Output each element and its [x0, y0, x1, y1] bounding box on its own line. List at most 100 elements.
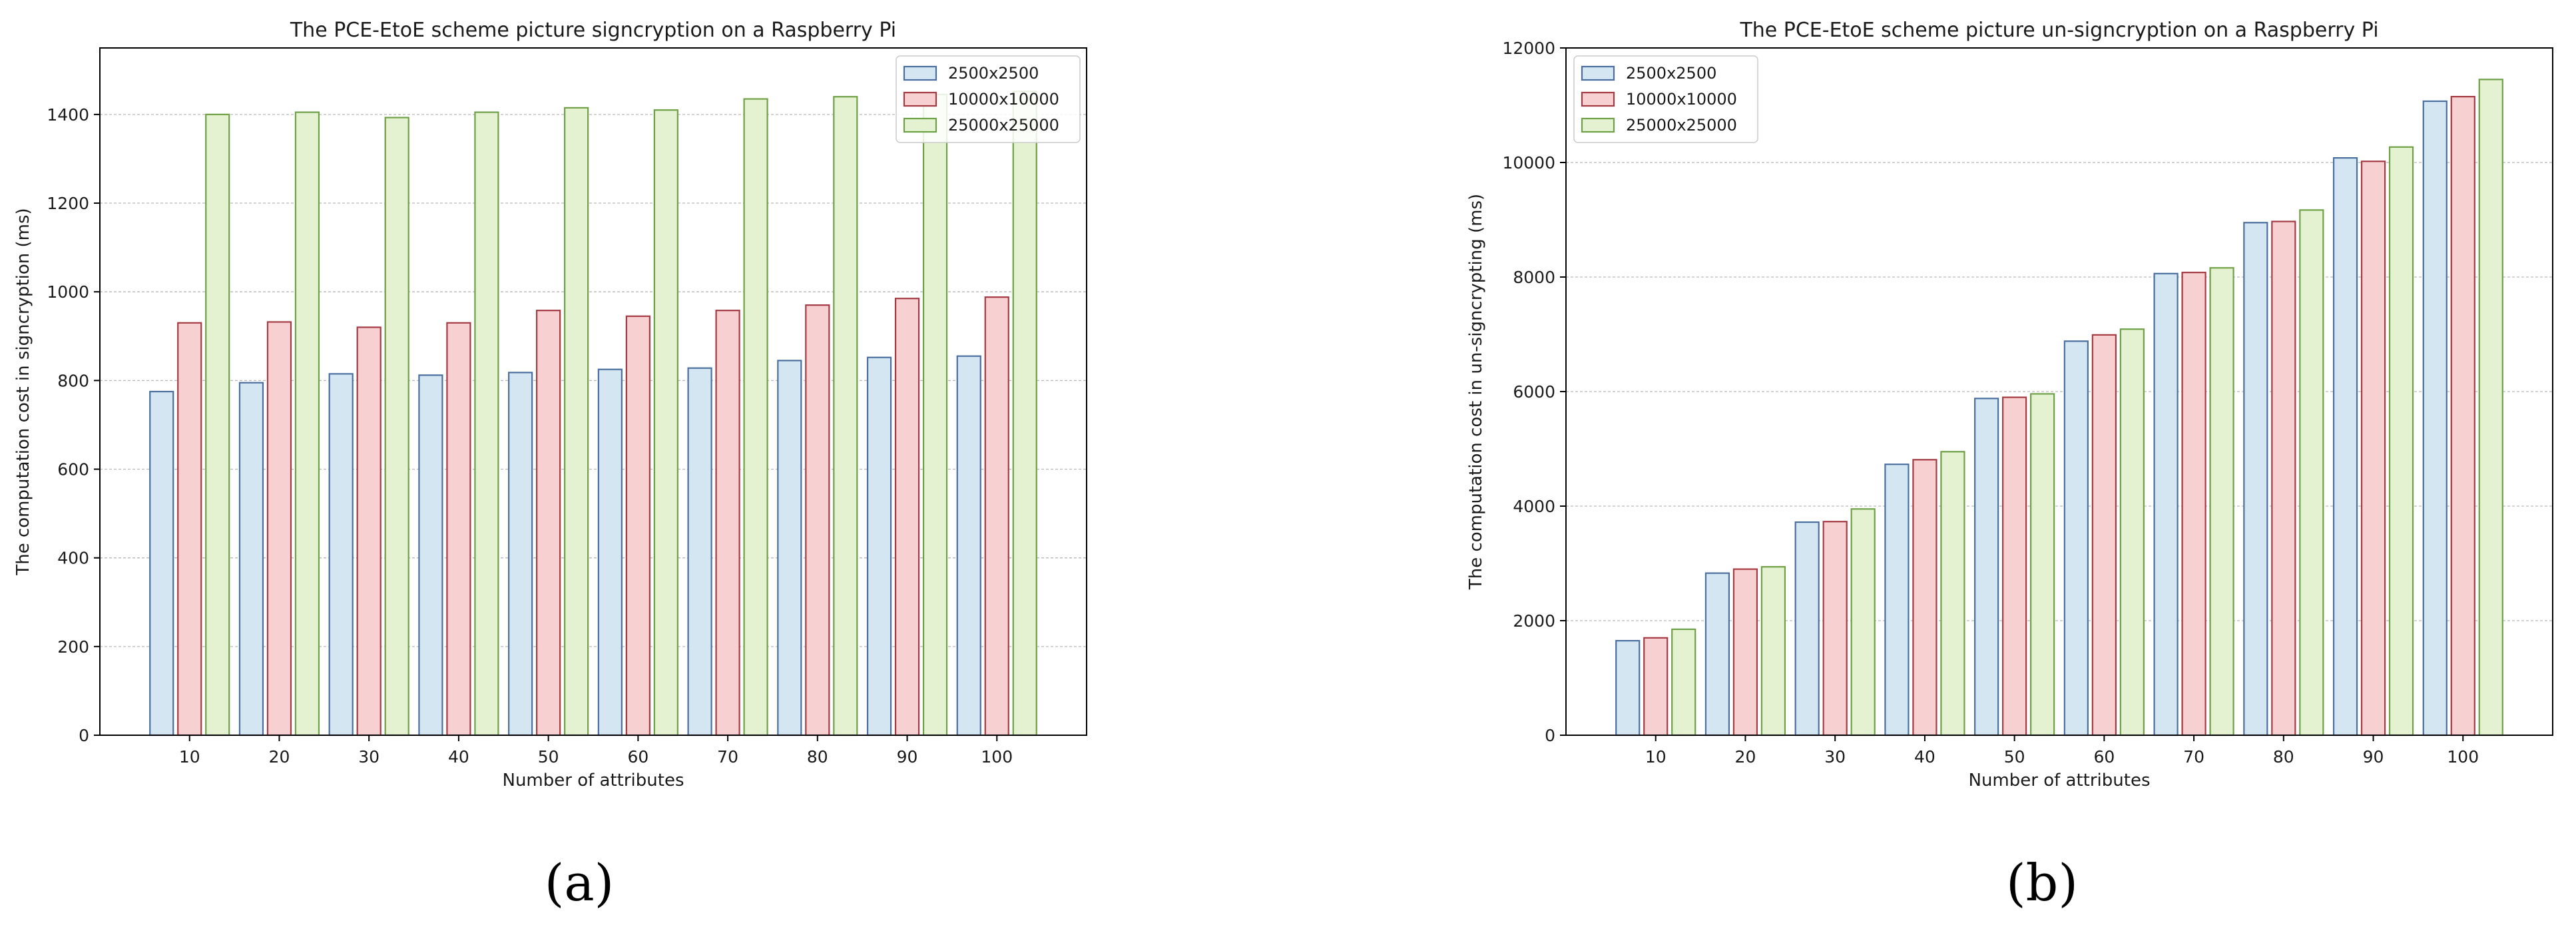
x-tick-label: 40	[448, 747, 469, 767]
bar-10000x10000-30	[1822, 521, 1848, 737]
bar-10000x10000-90	[2360, 160, 2386, 737]
legend-swatch	[1581, 65, 1615, 81]
y-tick-label: 0	[1545, 726, 1555, 745]
bar-10000x10000-60	[2091, 334, 2117, 737]
legend-box	[1573, 55, 1758, 143]
x-tick-label: 50	[2004, 747, 2025, 767]
bar-10000x10000-50	[536, 310, 561, 737]
legend: 2500x2500 10000x10000 25000x25000	[896, 55, 1081, 143]
bar-25000x25000-50	[2030, 393, 2055, 737]
bar-2500x2500-70	[687, 367, 712, 737]
legend-box	[896, 55, 1081, 143]
y-tick-label: 0	[79, 726, 89, 745]
bar-2500x2500-30	[1794, 521, 1820, 737]
bar-2500x2500-40	[1884, 464, 1910, 737]
bar-10000x10000-100	[984, 296, 1009, 737]
bar-25000x25000-30	[384, 117, 409, 737]
y-tick-label: 200	[57, 637, 89, 657]
bar-10000x10000-100	[2450, 96, 2475, 737]
y-tick-label: 4000	[1513, 497, 1555, 516]
chart-title: The PCE-EtoE scheme picture signcryption…	[290, 19, 896, 42]
chart-panel-b: 0 2000 4000 6000 8000 10000 12000 10 20 30 40 50 60 7…	[1466, 19, 2553, 912]
bar-10000x10000-50	[2002, 396, 2027, 737]
bar-10000x10000-80	[805, 304, 830, 737]
y-tick-label: 6000	[1513, 382, 1555, 402]
bar-2500x2500-90	[866, 356, 892, 737]
bar-2500x2500-70	[2153, 272, 2179, 737]
bar-25000x25000-60	[653, 109, 678, 737]
x-tick-label: 70	[2183, 747, 2204, 767]
legend-swatch	[1581, 117, 1615, 133]
bar-25000x25000-30	[1850, 508, 1876, 737]
bar-2500x2500-100	[2422, 100, 2447, 737]
bar-2500x2500-40	[418, 374, 443, 737]
bar-2500x2500-20	[238, 382, 264, 737]
x-tick-label: 10	[1645, 747, 1667, 767]
chart-title: The PCE-EtoE scheme picture un-signcrypt…	[1739, 19, 2378, 42]
x-tick-label: 60	[2093, 747, 2115, 767]
y-tick-label: 1400	[47, 105, 89, 125]
bar-25000x25000-100	[2478, 79, 2503, 737]
bar-10000x10000-40	[1912, 459, 1937, 737]
bar-10000x10000-20	[1732, 568, 1758, 737]
x-tick-label: 20	[269, 747, 290, 767]
bar-25000x25000-40	[1940, 451, 1965, 737]
bar-10000x10000-10	[1643, 637, 1669, 737]
bar-10000x10000-30	[356, 326, 382, 737]
bar-25000x25000-90	[922, 93, 948, 737]
legend-label: 10000x10000	[948, 90, 1059, 109]
legend-swatch	[903, 65, 937, 81]
x-tick-label: 30	[358, 747, 380, 767]
bar-25000x25000-50	[564, 107, 589, 737]
bar-25000x25000-40	[474, 111, 499, 737]
x-tick-label: 90	[2363, 747, 2384, 767]
bar-2500x2500-80	[777, 360, 802, 737]
legend-label: 2500x2500	[948, 64, 1039, 83]
bar-2500x2500-20	[1704, 572, 1730, 737]
bar-10000x10000-60	[625, 315, 650, 737]
x-tick-label: 50	[538, 747, 559, 767]
x-axis-label: Number of attributes	[1969, 771, 2151, 790]
x-tick-label: 10	[179, 747, 200, 767]
bar-2500x2500-60	[2063, 340, 2089, 737]
y-axis-label: The computation cost in signcryption (ms…	[13, 208, 33, 575]
legend-label: 25000x25000	[1626, 116, 1737, 135]
bar-2500x2500-80	[2243, 222, 2268, 737]
bar-25000x25000-10	[1671, 628, 1696, 737]
x-tick-label: 20	[1735, 747, 1756, 767]
bar-10000x10000-20	[266, 321, 292, 737]
y-tick-label: 10000	[1502, 153, 1555, 172]
bar-10000x10000-10	[177, 322, 202, 737]
legend-label: 25000x25000	[948, 116, 1059, 135]
bar-25000x25000-70	[743, 98, 768, 737]
bar-10000x10000-90	[894, 298, 920, 737]
legend-swatch	[1581, 91, 1615, 107]
bar-2500x2500-50	[1974, 398, 1999, 737]
y-tick-label: 2000	[1513, 611, 1555, 631]
bar-25000x25000-80	[833, 96, 858, 737]
bar-2500x2500-100	[956, 355, 981, 737]
bar-10000x10000-70	[2181, 272, 2206, 737]
y-tick-label: 12000	[1502, 39, 1555, 58]
x-tick-label: 100	[2447, 747, 2479, 767]
legend-label: 2500x2500	[1626, 64, 1716, 83]
bar-25000x25000-20	[1760, 566, 1786, 737]
bar-2500x2500-10	[1615, 639, 1641, 737]
x-tick-label: 90	[897, 747, 918, 767]
x-tick-label: 80	[2273, 747, 2294, 767]
bar-25000x25000-100	[1012, 91, 1037, 737]
y-axis-label: The computation cost in un-signcrypting …	[1466, 194, 1486, 590]
x-axis-label: Number of attributes	[503, 771, 684, 790]
y-tick-label: 8000	[1513, 268, 1555, 287]
bar-10000x10000-70	[715, 310, 740, 737]
chart-panel-a: 0 200 400 600 800 1000 1200 1400 10 20 30 40 50 60 70 8…	[13, 19, 1087, 912]
legend-label: 10000x10000	[1626, 90, 1737, 109]
bar-2500x2500-30	[328, 373, 354, 737]
bar-2500x2500-60	[597, 368, 623, 737]
bar-25000x25000-80	[2299, 209, 2324, 737]
x-tick-label: 60	[627, 747, 648, 767]
y-tick-label: 800	[57, 371, 89, 390]
x-tick-label: 80	[807, 747, 828, 767]
y-tick-label: 1000	[47, 282, 89, 302]
